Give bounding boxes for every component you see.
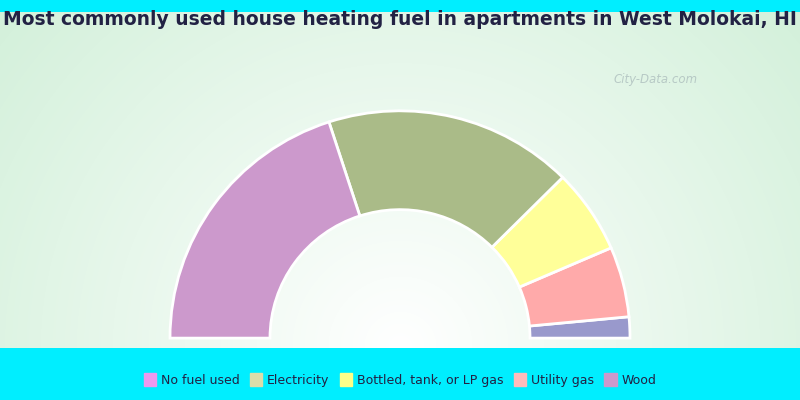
Legend: No fuel used, Electricity, Bottled, tank, or LP gas, Utility gas, Wood: No fuel used, Electricity, Bottled, tank…: [138, 368, 662, 392]
Wedge shape: [530, 317, 630, 338]
Text: City-Data.com: City-Data.com: [614, 74, 698, 86]
Wedge shape: [519, 248, 629, 326]
Wedge shape: [170, 122, 360, 338]
Wedge shape: [329, 111, 562, 247]
Text: Most commonly used house heating fuel in apartments in West Molokai, HI: Most commonly used house heating fuel in…: [3, 10, 797, 29]
Wedge shape: [492, 177, 611, 287]
